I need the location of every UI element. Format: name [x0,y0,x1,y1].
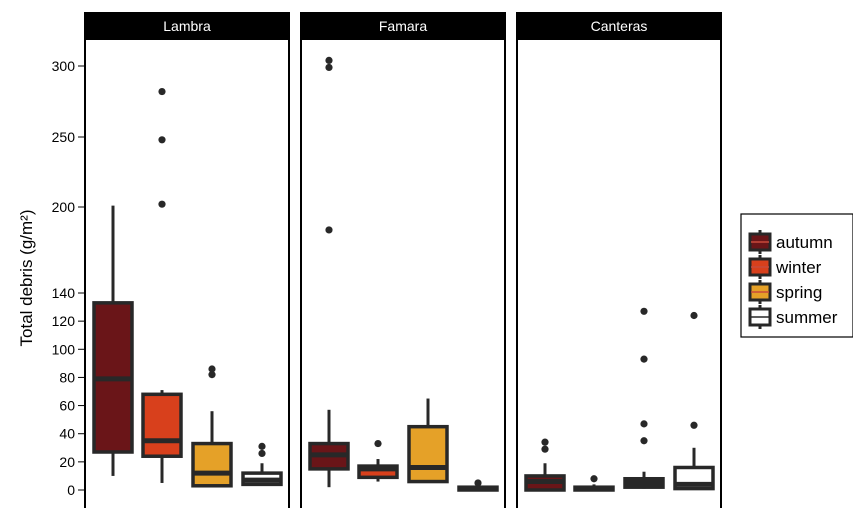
y-tick-label: 60 [59,398,75,414]
outlier-point [374,439,382,448]
outlier-point [158,200,166,208]
outlier-point [541,445,549,453]
y-tick-label: 100 [52,341,76,357]
legend-label: autumn [776,233,833,252]
box-autumn [524,438,566,492]
box-spring [191,365,233,488]
outlier-point [158,136,166,144]
facet-panels: Lambra Famara Canteras [84,12,722,508]
outlier-point [640,355,648,363]
panel-border [516,38,722,508]
outlier-point [325,63,333,72]
facet-panel-famara: Famara [300,12,506,508]
box-iqr [191,441,233,488]
legend-item-winter: winter [748,255,822,279]
outlier-point [258,449,266,458]
facet-strip [300,12,506,39]
legend-label: spring [776,283,822,302]
facet-panel-canteras: Canteras [516,12,722,508]
y-tick-label: 40 [59,426,75,442]
box-spring [407,398,449,484]
y-tick-label: 120 [52,313,76,329]
legend: autumn winter spring summer [740,213,853,338]
outlier-point [541,438,549,446]
box-summer [241,442,283,487]
legend-label: summer [776,308,838,327]
outlier-point [325,56,333,64]
outlier-point [590,475,598,483]
y-tick-label: 200 [52,199,76,215]
box-winter [357,439,399,482]
facet-strip [84,12,290,39]
facet-strip-label: Lambra [163,18,211,34]
box-winter [141,87,183,483]
y-tick-label: 20 [59,454,75,470]
box-winter [573,475,615,492]
y-tick-label: 300 [52,58,76,74]
facet-strip-label: Famara [379,18,427,34]
outlier-point [208,365,216,373]
box-summer [457,479,499,492]
outlier-point [690,421,698,429]
box-autumn [92,205,134,476]
facet-strip-label: Canteras [591,18,648,34]
outlier-point [690,311,698,320]
outlier-point [325,226,333,234]
y-tick-label: 80 [59,369,75,385]
y-axis-title: Total debris (g/m²) [17,210,36,347]
box-autumn [308,56,350,488]
y-tick-label: 140 [52,285,76,301]
panel-border [84,38,290,508]
outlier-point [158,87,166,96]
legend-item-summer: summer [748,305,838,329]
box-iqr [407,424,449,484]
y-tick-label: 0 [67,482,75,498]
y-tick-label: 250 [52,129,76,145]
legend-item-autumn: autumn [748,230,833,254]
panel-border [300,38,506,508]
facet-panel-lambra: Lambra [84,12,290,508]
outlier-point [208,371,216,379]
box-iqr [141,392,183,458]
legend-label: winter [775,258,822,277]
outlier-point [474,479,482,487]
outlier-point [640,420,648,428]
box-iqr [357,464,399,480]
box-summer [673,311,715,491]
facet-strip [516,12,722,39]
outlier-point [640,437,648,445]
outlier-point [258,442,266,450]
outlier-point [640,307,648,315]
legend-item-spring: spring [748,280,822,304]
y-axis: 0 20 40 60 80 100 120 140 200 250 300 [52,58,84,498]
box-spring [623,307,665,489]
